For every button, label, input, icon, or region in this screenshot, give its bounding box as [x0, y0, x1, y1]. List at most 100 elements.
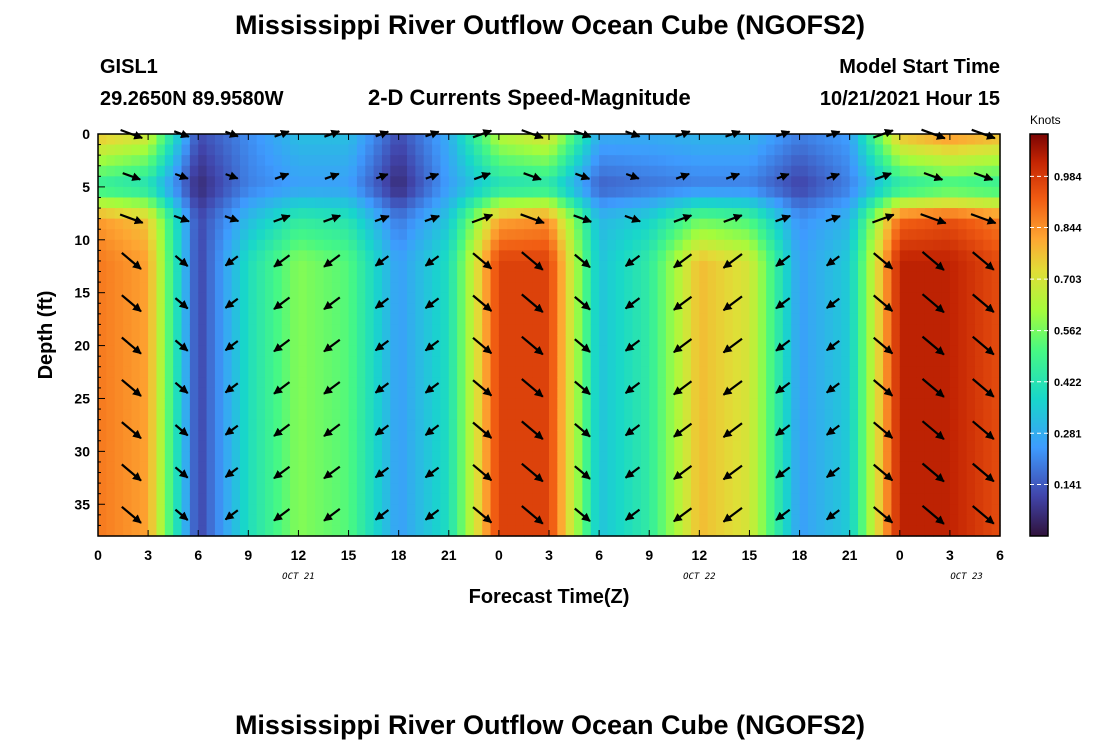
heatmap-cell: [841, 165, 851, 177]
heatmap-cell: [323, 525, 333, 537]
heatmap-cell: [248, 324, 258, 336]
heatmap-cell: [323, 451, 333, 463]
heatmap-cell: [214, 345, 224, 357]
current-vector: [472, 336, 493, 355]
heatmap-cell: [924, 250, 934, 262]
heatmap-cell: [189, 514, 199, 527]
heatmap-cell: [265, 155, 274, 167]
heatmap-cell: [908, 472, 918, 484]
heatmap-cell: [498, 239, 508, 251]
heatmap-cell: [807, 292, 817, 304]
heatmap-cell: [607, 430, 617, 442]
heatmap-cell: [206, 197, 216, 209]
heatmap-cell: [690, 387, 700, 400]
heatmap-cell: [883, 335, 893, 347]
heatmap-cell: [716, 398, 725, 410]
heatmap-cell: [239, 313, 249, 326]
heatmap-cell: [515, 176, 525, 188]
heatmap-cell: [106, 197, 116, 209]
heatmap-cell: [315, 144, 325, 156]
heatmap-cell: [924, 440, 934, 452]
heatmap-cell: [415, 260, 425, 273]
heatmap-cell: [891, 493, 901, 505]
heatmap-cell: [532, 493, 542, 505]
heatmap-cell: [407, 165, 416, 177]
current-vector: [921, 378, 945, 398]
heatmap-cell: [290, 398, 300, 410]
heatmap-cell: [156, 366, 166, 378]
y-tick-label: 20: [74, 338, 90, 354]
heatmap-cell: [649, 313, 659, 326]
heatmap-cell: [473, 282, 483, 294]
heatmap-cell: [423, 155, 433, 167]
heatmap-cell: [373, 409, 383, 421]
heatmap-cell: [582, 239, 592, 251]
heatmap-cell: [908, 165, 918, 177]
heatmap-cell: [874, 292, 884, 304]
heatmap-cell: [774, 356, 784, 368]
heatmap-cell: [515, 165, 525, 177]
heatmap-cell: [523, 398, 533, 410]
heatmap-cell: [173, 419, 183, 431]
heatmap-cell: [523, 144, 533, 156]
heatmap-cell: [582, 197, 592, 209]
heatmap-cell: [924, 451, 934, 463]
heatmap-cell: [883, 165, 893, 177]
heatmap-cell: [515, 239, 525, 251]
heatmap-cell: [373, 504, 383, 516]
heatmap-cell: [565, 218, 575, 230]
heatmap-cell: [490, 239, 500, 251]
heatmap-cell: [690, 345, 700, 357]
heatmap-cell: [515, 387, 525, 400]
heatmap-cell: [883, 176, 893, 188]
heatmap-cell: [949, 324, 959, 336]
heatmap-cell: [181, 282, 191, 294]
heatmap-cell: [607, 514, 617, 527]
heatmap-cell: [223, 208, 233, 220]
heatmap-cell: [498, 176, 508, 188]
heatmap-cell: [607, 218, 617, 230]
heatmap-cell: [106, 356, 116, 368]
heatmap-cell: [490, 525, 500, 537]
heatmap-cell: [824, 483, 834, 495]
heatmap-cell: [507, 461, 517, 474]
heatmap-cell: [114, 165, 124, 177]
heatmap-cell: [682, 493, 692, 505]
heatmap-cell: [265, 409, 274, 421]
heatmap-cell: [465, 409, 475, 421]
heatmap-cell: [515, 292, 525, 304]
heatmap-cell: [682, 366, 692, 378]
heatmap-cell: [507, 271, 517, 283]
heatmap-cell: [290, 260, 300, 273]
heatmap-cell: [281, 419, 291, 431]
heatmap-cell: [365, 144, 375, 156]
heatmap-cell: [365, 483, 375, 495]
heatmap-cell: [557, 155, 567, 167]
heatmap-cell: [540, 292, 550, 304]
heatmap-cell: [348, 525, 358, 537]
heatmap-cell: [974, 409, 984, 421]
heatmap-cell: [640, 366, 650, 378]
heatmap-cell: [298, 271, 308, 283]
heatmap-cell: [640, 239, 650, 251]
heatmap-cell: [407, 525, 416, 537]
heatmap-cell: [941, 208, 951, 220]
heatmap-cell: [682, 419, 692, 431]
heatmap-cell: [281, 176, 291, 188]
heatmap-cell: [816, 472, 826, 484]
heatmap-cell: [448, 197, 458, 209]
heatmap-cell: [607, 144, 617, 156]
heatmap-cell: [707, 514, 717, 527]
heatmap-cell: [858, 451, 867, 463]
current-vector: [472, 506, 493, 524]
heatmap-cell: [515, 155, 525, 167]
heatmap-cell: [365, 493, 375, 505]
heatmap-cell: [148, 440, 158, 452]
current-vector: [374, 255, 390, 267]
heatmap-cell: [607, 260, 617, 273]
heatmap-cell: [423, 440, 433, 452]
heatmap-cell: [899, 239, 909, 251]
heatmap-cell: [181, 461, 191, 474]
heatmap-cell: [690, 155, 700, 167]
heatmap-cell: [323, 356, 333, 368]
